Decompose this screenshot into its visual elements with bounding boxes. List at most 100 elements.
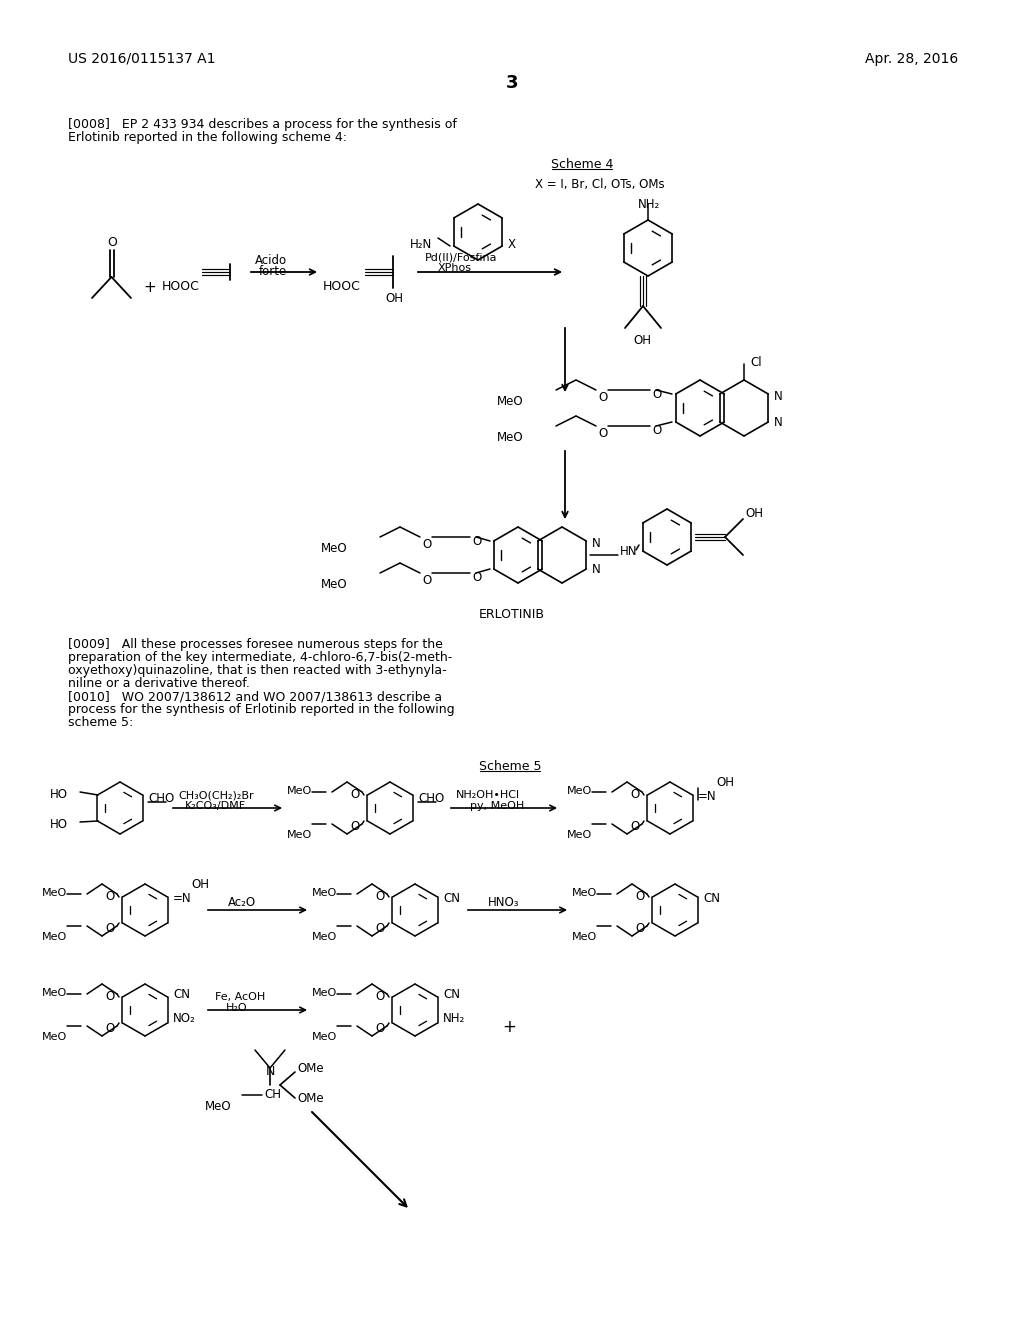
Text: MeO: MeO [566,830,592,840]
Text: MeO: MeO [498,395,524,408]
Text: O: O [376,921,385,935]
Text: CN: CN [703,892,720,906]
Text: O: O [598,426,607,440]
Text: XPhos: XPhos [438,263,472,273]
Text: CH₃O(CH₂)₂Br: CH₃O(CH₂)₂Br [178,789,254,800]
Text: O: O [422,574,431,587]
Text: O: O [636,890,645,903]
Text: MeO: MeO [322,578,348,591]
Text: US 2016/0115137 A1: US 2016/0115137 A1 [68,51,215,66]
Text: Fe, AcOH: Fe, AcOH [215,993,265,1002]
Text: =N: =N [698,789,717,803]
Text: ERLOTINIB: ERLOTINIB [479,609,545,620]
Text: OH: OH [716,776,734,789]
Text: +: + [502,1018,516,1036]
Text: N: N [592,564,601,576]
Text: MeO: MeO [42,932,67,942]
Text: OMe: OMe [297,1063,324,1074]
Text: HN: HN [620,545,638,558]
Text: O: O [422,539,431,550]
Text: O: O [472,535,481,548]
Text: O: O [351,788,360,801]
Text: MeO: MeO [322,543,348,554]
Text: H₂N: H₂N [410,238,432,251]
Text: MeO: MeO [287,785,312,796]
Text: MeO: MeO [42,888,67,898]
Text: O: O [105,990,115,1003]
Text: HOOC: HOOC [162,280,200,293]
Text: Scheme 5: Scheme 5 [479,760,542,774]
Text: O: O [106,236,117,249]
Text: CN: CN [443,892,460,906]
Text: NH₂OH•HCl: NH₂OH•HCl [456,789,520,800]
Text: py, MeOH: py, MeOH [470,801,524,810]
Text: O: O [652,424,662,437]
Text: MeO: MeO [42,987,67,998]
Text: O: O [376,890,385,903]
Text: OH: OH [191,878,209,891]
Text: MeO: MeO [42,1032,67,1041]
Text: N: N [592,537,601,550]
Text: MeO: MeO [311,987,337,998]
Text: NH₂: NH₂ [638,198,660,211]
Text: O: O [472,572,481,583]
Text: CH: CH [264,1088,281,1101]
Text: O: O [105,921,115,935]
Text: O: O [105,1022,115,1035]
Text: OMe: OMe [297,1092,324,1105]
Text: O: O [351,820,360,833]
Text: X: X [508,238,516,251]
Text: OH: OH [385,292,403,305]
Text: HNO₃: HNO₃ [488,896,519,909]
Text: N: N [774,416,782,429]
Text: O: O [376,1022,385,1035]
Text: MeO: MeO [311,888,337,898]
Text: preparation of the key intermediate, 4-chloro-6,7-bis(2-meth-: preparation of the key intermediate, 4-c… [68,651,453,664]
Text: OH: OH [633,334,651,347]
Text: CN: CN [173,987,190,1001]
Text: HO: HO [50,788,68,801]
Text: K₂CO₃/DMF: K₂CO₃/DMF [185,801,246,810]
Text: O: O [105,890,115,903]
Text: MeO: MeO [206,1100,232,1113]
Text: MeO: MeO [287,830,312,840]
Text: process for the synthesis of Erlotinib reported in the following: process for the synthesis of Erlotinib r… [68,704,455,715]
Text: HOOC: HOOC [323,280,360,293]
Text: O: O [636,921,645,935]
Text: O: O [652,388,662,401]
Text: N: N [774,389,782,403]
Text: X = I, Br, Cl, OTs, OMs: X = I, Br, Cl, OTs, OMs [535,178,665,191]
Text: MeO: MeO [566,785,592,796]
Text: [0008]   EP 2 433 934 describes a process for the synthesis of: [0008] EP 2 433 934 describes a process … [68,117,457,131]
Text: [0009]   All these processes foresee numerous steps for the: [0009] All these processes foresee numer… [68,638,442,651]
Text: MeO: MeO [498,432,524,444]
Text: oxyethoxy)quinazoline, that is then reacted with 3-ethynyla-: oxyethoxy)quinazoline, that is then reac… [68,664,446,677]
Text: Acido: Acido [255,253,287,267]
Text: forte: forte [259,265,288,279]
Text: HO: HO [50,818,68,832]
Text: MeO: MeO [311,932,337,942]
Text: scheme 5:: scheme 5: [68,715,133,729]
Text: CN: CN [443,987,460,1001]
Text: +: + [143,280,156,294]
Text: 3: 3 [506,74,518,92]
Text: MeO: MeO [571,932,597,942]
Text: NH₂: NH₂ [443,1012,465,1026]
Text: Apr. 28, 2016: Apr. 28, 2016 [864,51,958,66]
Text: Erlotinib reported in the following scheme 4:: Erlotinib reported in the following sche… [68,131,347,144]
Text: O: O [631,788,640,801]
Text: CHO: CHO [148,792,174,805]
Text: MeO: MeO [311,1032,337,1041]
Text: N: N [265,1065,274,1078]
Text: OH: OH [745,507,763,520]
Text: H₂O: H₂O [226,1003,248,1012]
Text: Cl: Cl [750,356,762,370]
Text: O: O [631,820,640,833]
Text: [0010]   WO 2007/138612 and WO 2007/138613 describe a: [0010] WO 2007/138612 and WO 2007/138613… [68,690,442,704]
Text: =N: =N [173,892,191,906]
Text: NO₂: NO₂ [173,1012,196,1026]
Text: MeO: MeO [571,888,597,898]
Text: Scheme 4: Scheme 4 [551,158,613,172]
Text: CHO: CHO [418,792,444,805]
Text: O: O [598,391,607,404]
